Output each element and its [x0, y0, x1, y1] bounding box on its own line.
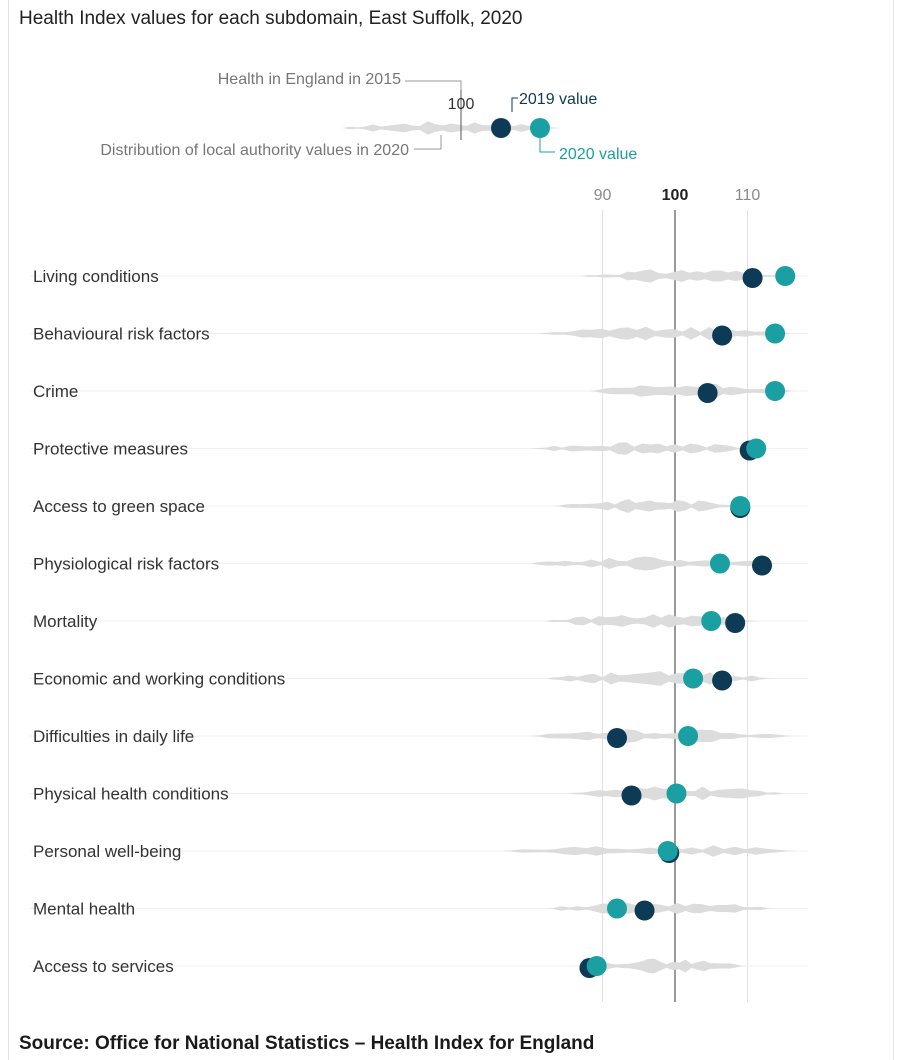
x-tick-label: 110: [735, 187, 761, 204]
chart-row: Living conditions: [30, 266, 808, 288]
point-2019: [698, 383, 718, 403]
legend-distribution-label: Distribution of local authority values i…: [100, 142, 409, 159]
point-2019: [607, 728, 627, 748]
legend-reference-connector: [405, 81, 461, 90]
point-2019: [622, 786, 642, 806]
category-label: Crime: [33, 382, 78, 401]
category-label: Personal well-being: [33, 842, 181, 861]
point-2020: [765, 324, 785, 344]
point-2019: [752, 556, 772, 576]
chart-row: Crime: [30, 381, 808, 403]
legend-2020-label: 2020 value: [559, 146, 637, 163]
source-note: Source: Office for National Statistics –…: [19, 1033, 594, 1055]
legend-distribution-connector: [414, 135, 441, 149]
point-2019: [712, 671, 732, 691]
chart-row: Mental health: [30, 899, 808, 921]
category-label: Access to green space: [33, 497, 205, 516]
chart-row: Physical health conditions: [30, 784, 808, 806]
chart-row: Protective measures: [30, 439, 808, 461]
category-label: Mortality: [33, 612, 98, 631]
legend-2019-label: 2019 value: [519, 91, 597, 108]
point-2020: [658, 841, 678, 861]
category-label: Physiological risk factors: [33, 555, 219, 574]
category-label: Physical health conditions: [33, 785, 229, 804]
category-label: Behavioural risk factors: [33, 325, 210, 344]
distribution-shape: [552, 499, 748, 513]
chart-row: Personal well-being: [30, 841, 808, 863]
distribution-shape: [530, 442, 755, 454]
x-tick-label: 100: [662, 187, 689, 204]
point-2020: [678, 726, 698, 746]
point-2020: [775, 266, 795, 286]
legend: Health in England in 2015 100 Distributi…: [100, 71, 637, 163]
chart-row: Economic and working conditions: [30, 669, 808, 691]
distribution-shape: [581, 270, 799, 283]
category-label: Mental health: [33, 900, 135, 919]
distribution-shape: [530, 557, 777, 571]
point-2019: [743, 268, 763, 288]
point-2020: [587, 956, 607, 976]
point-2019: [635, 901, 655, 921]
grid: 90 100 110: [594, 187, 761, 1002]
point-2020: [683, 669, 703, 689]
chart-row: Access to services: [30, 956, 808, 978]
chart-row: Behavioural risk factors: [30, 324, 808, 346]
point-2020: [710, 554, 730, 574]
chart-row: Physiological risk factors: [30, 554, 808, 576]
legend-reference-value: 100: [448, 96, 475, 113]
legend-2019-connector: [512, 98, 518, 112]
category-label: Economic and working conditions: [33, 670, 285, 689]
point-2020: [701, 611, 721, 631]
chart-row: Access to green space: [30, 496, 808, 518]
legend-2020-dot: [530, 118, 550, 138]
legend-2020-connector: [540, 137, 555, 152]
legend-distribution-shape: [342, 121, 560, 135]
distribution-shape: [545, 903, 777, 914]
point-2020: [765, 381, 785, 401]
distribution-shape: [545, 671, 777, 686]
point-2020: [607, 899, 627, 919]
x-tick-label: 90: [594, 187, 612, 204]
distribution-shape: [530, 729, 798, 743]
point-2020: [730, 496, 750, 516]
point-2020: [666, 784, 686, 804]
distribution-shape: [501, 844, 798, 858]
chart-rows: Living conditions Behavioural risk factor…: [30, 266, 808, 978]
category-label: Access to services: [33, 957, 174, 976]
category-label: Protective measures: [33, 440, 188, 459]
point-2019: [712, 326, 732, 346]
category-label: Living conditions: [33, 267, 159, 286]
legend-distribution: [342, 121, 560, 135]
distribution-shape: [537, 327, 791, 340]
point-2019: [725, 613, 745, 633]
legend-reference-label: Health in England in 2015: [218, 71, 401, 88]
chart-row: Difficulties in daily life: [30, 726, 808, 748]
legend-2019-dot: [491, 118, 511, 138]
point-2020: [746, 439, 766, 459]
category-label: Difficulties in daily life: [33, 727, 194, 746]
chart-row: Mortality: [30, 611, 808, 633]
